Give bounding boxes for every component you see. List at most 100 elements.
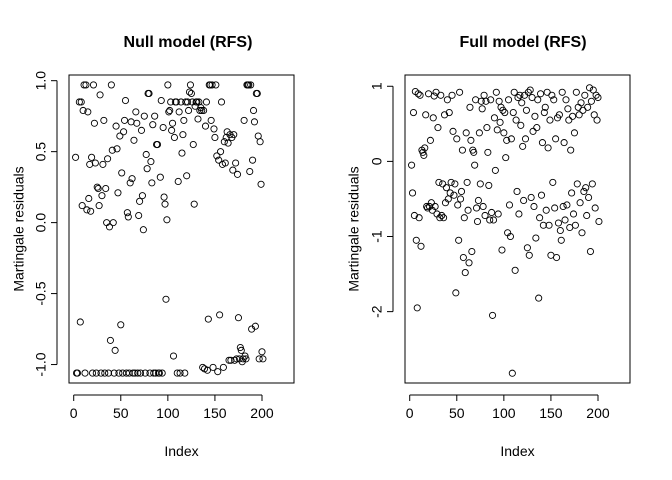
- plot-frame: [68, 74, 295, 384]
- data-point: [436, 214, 444, 222]
- data-point: [137, 126, 146, 134]
- data-point: [548, 91, 556, 99]
- data-point: [505, 201, 514, 209]
- data-point: [176, 369, 184, 377]
- data-point: [490, 114, 498, 122]
- data-point: [533, 124, 541, 132]
- data-point: [120, 116, 129, 124]
- data-point: [517, 121, 525, 129]
- data-point: [578, 229, 586, 237]
- data-point: [153, 140, 162, 149]
- data-point: [220, 138, 228, 146]
- data-point: [207, 116, 215, 124]
- data-point: [477, 97, 485, 105]
- data-point: [142, 150, 150, 159]
- data-point: [105, 223, 114, 231]
- data-point: [494, 210, 502, 218]
- data-point: [453, 135, 461, 143]
- y-tick-label: 0: [369, 157, 385, 165]
- data-point: [233, 170, 242, 178]
- data-point: [448, 91, 456, 99]
- data-point: [136, 197, 144, 205]
- data-point: [242, 355, 250, 363]
- data-point: [151, 112, 159, 120]
- data-point: [568, 189, 576, 197]
- data-point: [219, 363, 227, 371]
- data-point: [431, 202, 439, 211]
- data-point: [571, 221, 579, 229]
- data-point: [588, 180, 596, 188]
- data-point: [146, 369, 154, 377]
- data-point: [542, 206, 550, 214]
- data-point: [204, 315, 212, 323]
- data-point: [80, 81, 88, 89]
- data-point: [481, 211, 489, 220]
- data-point: [452, 289, 460, 297]
- data-point: [503, 136, 511, 144]
- data-point: [97, 369, 105, 377]
- data-point: [241, 352, 249, 360]
- full-model-panel: Full model (RFS) 0 50 100 150 200 Index -2 -1 0 1 M…: [346, 34, 631, 459]
- data-point: [556, 226, 564, 235]
- data-point: [518, 99, 526, 107]
- data-point: [427, 199, 435, 207]
- data-point: [501, 109, 509, 117]
- y-axis-label: Martingale residuals: [11, 166, 27, 291]
- data-point: [458, 146, 466, 154]
- data-point: [434, 124, 442, 132]
- data-point: [104, 369, 113, 377]
- data-point: [170, 133, 178, 142]
- data-point: [88, 369, 97, 377]
- data-point: [214, 368, 222, 376]
- data-point: [412, 236, 420, 244]
- data-point: [208, 81, 216, 89]
- data-point: [549, 178, 557, 186]
- data-point: [500, 129, 508, 137]
- data-point: [550, 96, 558, 104]
- data-point: [424, 204, 432, 212]
- data-point: [116, 132, 124, 140]
- data-point: [414, 90, 422, 98]
- y-tick-label: -2: [369, 305, 385, 318]
- data-point: [487, 96, 495, 104]
- data-point: [570, 129, 579, 137]
- data-point: [513, 187, 521, 195]
- y-axis-label: Martingale residuals: [346, 166, 362, 291]
- data-point: [129, 369, 137, 377]
- data-point: [475, 129, 483, 137]
- data-point: [465, 259, 473, 267]
- data-point: [82, 81, 90, 89]
- data-point: [104, 155, 112, 163]
- data-point: [201, 122, 210, 130]
- data-point: [537, 90, 545, 98]
- data-point: [115, 369, 123, 377]
- data-point: [91, 159, 99, 167]
- data-point: [430, 92, 438, 100]
- data-point: [174, 177, 182, 186]
- data-point: [445, 109, 453, 117]
- data-point: [484, 148, 492, 156]
- data-point: [106, 336, 114, 344]
- data-point: [90, 119, 98, 127]
- data-point: [211, 133, 219, 142]
- data-point: [257, 180, 265, 188]
- data-point: [426, 136, 434, 144]
- data-point: [498, 246, 506, 254]
- data-point: [148, 179, 156, 187]
- data-point: [527, 193, 535, 201]
- data-point: [576, 199, 584, 207]
- data-point: [96, 91, 104, 99]
- data-point: [165, 108, 173, 116]
- chart-title: Null model (RFS): [124, 34, 253, 51]
- data-point: [231, 356, 239, 364]
- data-point: [255, 355, 263, 363]
- data-point: [593, 116, 601, 124]
- data-point: [253, 89, 261, 98]
- data-point: [470, 148, 478, 156]
- data-point: [581, 91, 589, 99]
- data-point: [502, 154, 510, 162]
- data-point: [562, 96, 570, 104]
- data-point: [185, 106, 193, 115]
- data-point: [423, 202, 431, 211]
